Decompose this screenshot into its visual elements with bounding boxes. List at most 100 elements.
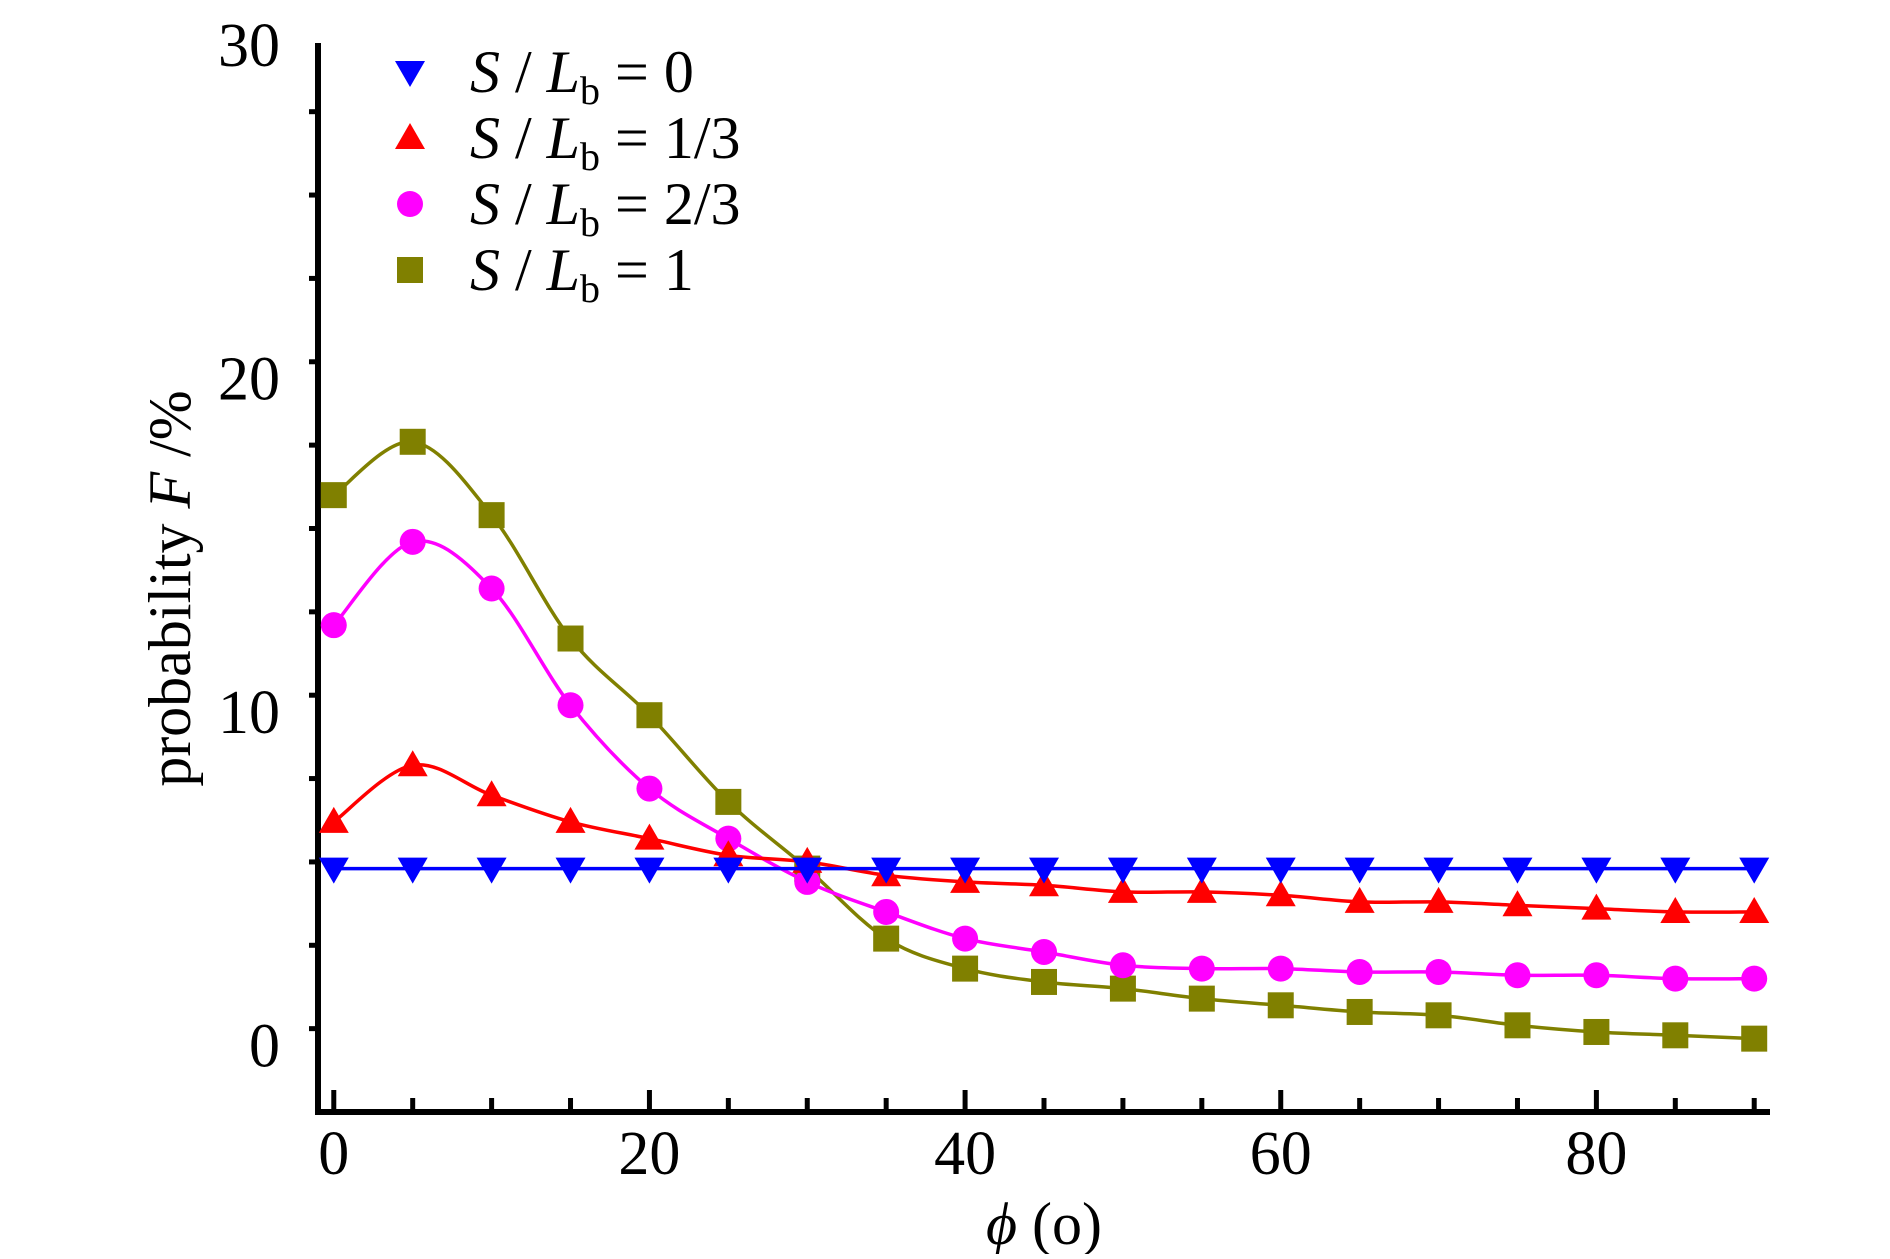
data-point <box>478 502 505 529</box>
y-axis-prefix: probability <box>137 509 203 787</box>
data-point <box>1267 992 1294 1019</box>
legend-symbol-s: S <box>470 171 500 237</box>
legend-subscript: b <box>580 134 600 179</box>
data-point <box>713 857 744 884</box>
legend-symbol-l: L <box>546 237 580 303</box>
legend-equals: = <box>600 39 664 105</box>
x-tick-label: 60 <box>1250 1120 1312 1188</box>
data-point <box>1423 857 1454 884</box>
legend-subscript: b <box>580 266 600 311</box>
data-point <box>1425 1002 1452 1029</box>
data-point <box>557 692 584 719</box>
y-tick-label: 0 <box>249 1012 280 1080</box>
legend-item-3: S / Lb = 1 <box>397 237 694 311</box>
x-tick-label: 20 <box>618 1120 680 1188</box>
series-group <box>318 428 1770 1052</box>
legend-label: S / Lb = 1/3 <box>470 105 741 179</box>
data-point <box>1581 857 1612 884</box>
legend-item-0: S / Lb = 0 <box>395 39 694 113</box>
data-point <box>1423 886 1454 913</box>
data-point <box>634 823 665 850</box>
x-axis-label: ϕ (o) <box>986 1191 1102 1254</box>
y-tick-label: 30 <box>218 12 280 80</box>
data-point <box>636 775 663 802</box>
data-point <box>476 780 507 807</box>
legend-slash: / <box>500 105 547 171</box>
legend: S / Lb = 0S / Lb = 1/3S / Lb = 2/3S / Lb… <box>395 39 741 311</box>
legend-label: S / Lb = 0 <box>470 39 694 113</box>
legend-equals: = <box>600 237 664 303</box>
data-point <box>636 702 663 729</box>
data-point <box>1662 1022 1689 1049</box>
data-point <box>1029 857 1059 884</box>
legend-marker <box>395 123 425 149</box>
x-axis-unit: (o) <box>1017 1191 1102 1254</box>
data-point <box>792 857 823 884</box>
data-point <box>1583 1018 1610 1045</box>
data-point <box>1188 955 1215 982</box>
x-tick-label: 40 <box>934 1120 996 1188</box>
legend-symbol-s: S <box>470 105 500 171</box>
data-point <box>320 482 347 509</box>
data-point <box>1660 896 1691 923</box>
data-point <box>1107 876 1138 903</box>
data-point <box>952 925 979 952</box>
x-tick-label: 0 <box>318 1120 349 1188</box>
data-point <box>1186 857 1217 884</box>
data-point <box>318 806 349 833</box>
data-point <box>1504 962 1531 989</box>
y-axis-unit: /% <box>137 390 203 472</box>
data-point <box>1425 958 1452 985</box>
data-point <box>1662 965 1689 992</box>
y-tick-label: 20 <box>218 345 280 413</box>
legend-symbol-s: S <box>470 237 500 303</box>
legend-marker <box>395 61 425 87</box>
data-point <box>1344 857 1375 884</box>
series-0 <box>318 857 1770 884</box>
data-point <box>1660 857 1691 884</box>
data-point <box>1741 1025 1768 1052</box>
data-point <box>715 825 742 852</box>
legend-label: S / Lb = 2/3 <box>470 171 741 245</box>
data-point <box>318 857 349 884</box>
legend-value: 1/3 <box>664 105 741 171</box>
y-axis-label: probability F /% <box>137 390 203 787</box>
data-point <box>1346 998 1373 1025</box>
data-point <box>1186 876 1217 903</box>
legend-slash: / <box>500 171 547 237</box>
legend-item-1: S / Lb = 1/3 <box>395 105 741 179</box>
data-point <box>1344 886 1375 913</box>
data-point <box>1188 985 1215 1012</box>
data-point <box>634 857 665 884</box>
data-point <box>476 857 507 884</box>
legend-slash: / <box>500 39 547 105</box>
legend-subscript: b <box>580 200 600 245</box>
data-point <box>1502 857 1533 884</box>
data-point <box>715 788 742 815</box>
series-3 <box>320 428 1768 1052</box>
legend-subscript: b <box>580 68 600 113</box>
data-point <box>1031 938 1057 965</box>
legend-equals: = <box>600 171 664 237</box>
data-point <box>873 925 900 952</box>
series-line <box>332 539 1755 981</box>
data-point <box>952 955 979 982</box>
data-point <box>397 750 428 777</box>
data-point <box>397 857 428 884</box>
data-point <box>1502 890 1533 917</box>
x-tick-label: 80 <box>1565 1120 1627 1188</box>
data-point <box>950 857 981 884</box>
data-point <box>399 528 426 555</box>
legend-equals: = <box>600 105 664 171</box>
data-point <box>320 612 347 639</box>
legend-marker <box>397 191 423 217</box>
y-axis-symbol: F <box>137 471 203 510</box>
data-point <box>399 428 426 455</box>
legend-value: 1 <box>664 237 694 303</box>
data-point <box>1504 1012 1531 1039</box>
data-point <box>555 857 586 884</box>
data-point <box>1267 955 1294 982</box>
legend-slash: / <box>500 237 547 303</box>
data-point <box>1583 962 1610 989</box>
